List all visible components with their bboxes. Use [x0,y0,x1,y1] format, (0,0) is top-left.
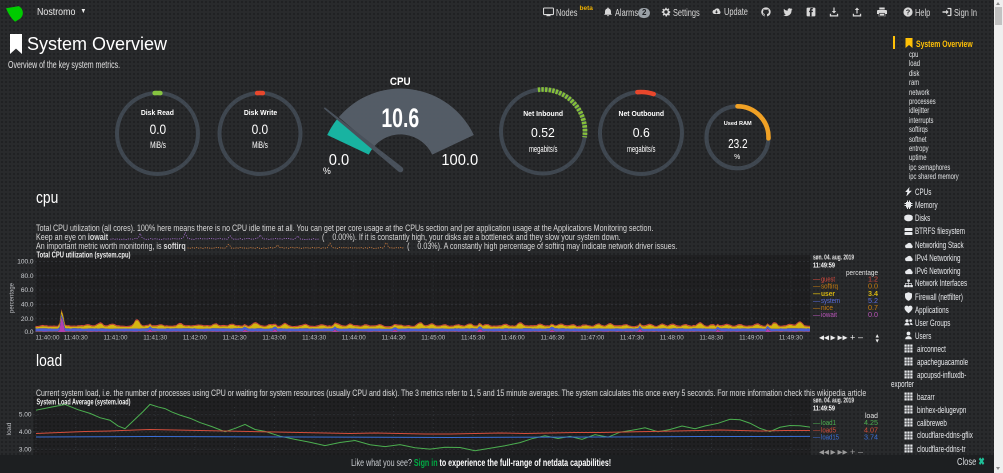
svg-text:—: — [813,433,821,442]
svg-text:11:49:59: 11:49:59 [813,261,835,270]
svg-text:60.0: 60.0 [21,287,34,294]
svg-text:20.0: 20.0 [21,316,34,323]
svg-text:0.7: 0.7 [868,303,878,312]
svg-text:11:43:00: 11:43:00 [262,335,286,342]
svg-text:11:46:30: 11:46:30 [541,335,565,342]
svg-text:▶: ▶ [831,449,837,456]
svg-text:softirq: softirq [821,282,838,291]
svg-text:11:44:30: 11:44:30 [382,335,406,342]
svg-text:11:44:00: 11:44:00 [342,335,366,342]
svg-text:11:42:30: 11:42:30 [223,335,247,342]
svg-text:▶▶: ▶▶ [838,449,849,456]
svg-text:system: system [821,296,840,305]
svg-text:11:48:00: 11:48:00 [660,335,684,342]
svg-text:40.0: 40.0 [21,302,34,309]
svg-text:4.00: 4.00 [19,429,32,436]
svg-text:—: — [813,296,821,305]
svg-text:–: – [858,332,863,342]
svg-text:11:47:00: 11:47:00 [580,335,604,342]
svg-text:—: — [813,282,821,291]
svg-text:0.0: 0.0 [868,310,878,319]
svg-text:◀◀: ◀◀ [819,449,830,456]
svg-text:3.00: 3.00 [19,447,32,454]
svg-text:3.74: 3.74 [864,433,878,442]
svg-text:3.4: 3.4 [868,289,878,298]
svg-text:søn. 04. aug. 2019: søn. 04. aug. 2019 [813,253,854,262]
svg-text:100.0: 100.0 [17,259,34,266]
svg-text:load1: load1 [821,418,836,427]
svg-text:guest: guest [821,274,835,283]
svg-text:11:40:00: 11:40:00 [36,335,60,342]
svg-text:Total CPU utilization (system.: Total CPU utilization (system.cpu) [37,251,131,260]
svg-text:user: user [821,289,835,298]
svg-text:11:45:00: 11:45:00 [421,335,445,342]
svg-text:percentage: percentage [9,283,16,313]
svg-text:11:47:30: 11:47:30 [620,335,644,342]
svg-text:+: + [850,447,855,457]
svg-text:▶▶: ▶▶ [838,335,849,342]
svg-text:▶: ▶ [831,335,837,342]
svg-text:4.07: 4.07 [864,425,878,434]
svg-text:11:40:30: 11:40:30 [64,335,88,342]
svg-text:0.0: 0.0 [868,282,878,291]
svg-text:11:49:00: 11:49:00 [739,335,763,342]
svg-text:5.2: 5.2 [868,296,878,305]
svg-text:1.2: 1.2 [868,274,878,283]
svg-text:11:45:30: 11:45:30 [461,335,485,342]
svg-text:percentage: percentage [846,268,878,277]
svg-text:+: + [850,333,855,343]
svg-text:—: — [813,425,821,434]
svg-text:11:41:00: 11:41:00 [104,335,128,342]
svg-text:load5: load5 [821,425,836,434]
svg-text:System Load Average (system.lo: System Load Average (system.load) [37,398,131,407]
svg-text:▲: ▲ [875,334,880,340]
svg-text:4.25: 4.25 [864,418,878,427]
svg-text:søn. 04. aug. 2019: søn. 04. aug. 2019 [813,396,854,405]
svg-text:80.0: 80.0 [21,273,34,280]
svg-text:—: — [813,274,821,283]
svg-text:◀◀: ◀◀ [819,335,830,342]
svg-text:—: — [813,310,821,319]
svg-text:?: ? [906,8,911,17]
svg-text:—: — [813,289,821,298]
svg-text:11:42:00: 11:42:00 [183,335,207,342]
svg-text:11:41:30: 11:41:30 [143,335,167,342]
svg-text:11:48:30: 11:48:30 [699,335,723,342]
svg-text:5.00: 5.00 [19,412,32,419]
svg-text:load: load [6,422,13,435]
svg-text:▼: ▼ [875,339,880,345]
svg-text:load15: load15 [821,433,839,442]
svg-text:11:49:59: 11:49:59 [813,404,835,413]
svg-text:iowait: iowait [821,310,837,319]
svg-text:nice: nice [821,303,833,312]
svg-text:0.0: 0.0 [24,329,33,336]
svg-text:11:49:30: 11:49:30 [779,335,803,342]
svg-text:–: – [858,447,863,457]
svg-text:—: — [813,303,821,312]
svg-text:—: — [813,418,821,427]
svg-text:load: load [865,411,878,420]
svg-text:11:46:00: 11:46:00 [501,335,525,342]
svg-text:11:43:30: 11:43:30 [302,335,326,342]
